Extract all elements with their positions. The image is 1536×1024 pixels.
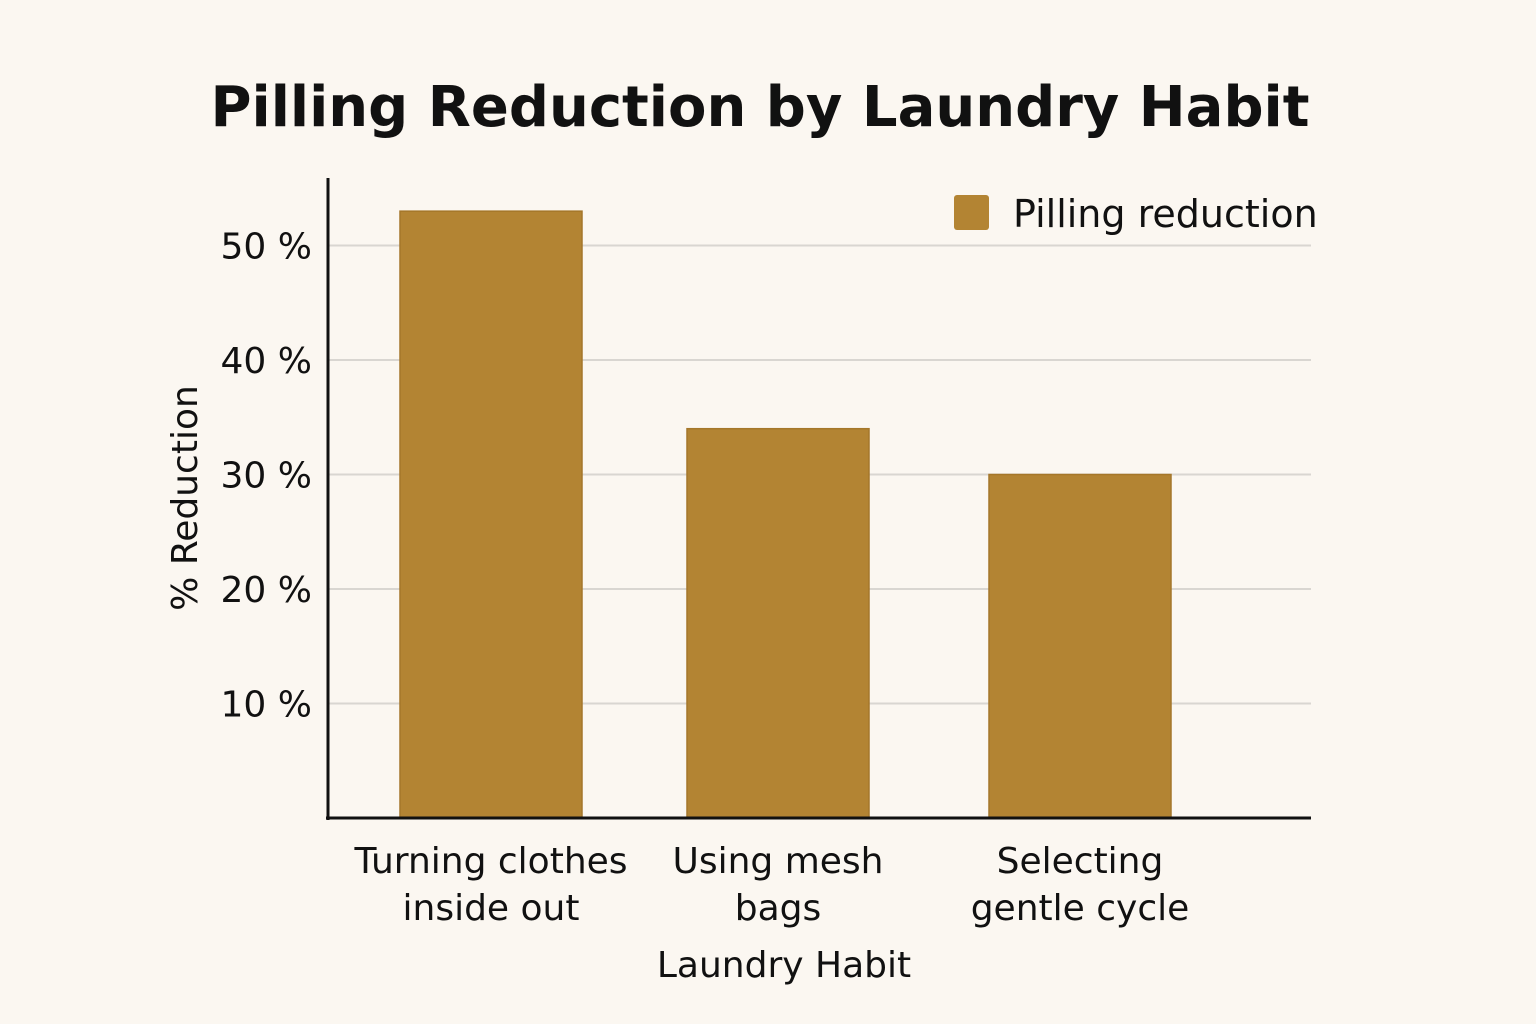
y-tick-label: 30 % <box>221 456 312 497</box>
y-tick-label: 50 % <box>221 227 312 268</box>
legend: Pilling reduction <box>954 192 1318 236</box>
x-category-label: Turning clothes <box>353 841 627 882</box>
legend-label: Pilling reduction <box>1013 192 1318 236</box>
chart-title: Pilling Reduction by Laundry Habit <box>210 75 1309 140</box>
x-axis-categories: Turning clothes inside out Using mesh bags S… <box>353 841 1189 929</box>
legend-swatch <box>954 195 989 230</box>
y-tick-label: 10 % <box>221 685 312 726</box>
bars-group <box>399 210 1172 819</box>
y-tick-label: 40 % <box>221 341 312 382</box>
y-axis-label: % Reduction <box>165 385 206 611</box>
x-category-label: inside out <box>403 888 580 929</box>
y-tick-label: 20 % <box>221 570 312 611</box>
x-category-label: bags <box>735 888 822 929</box>
bar <box>686 427 870 819</box>
x-category-label: Using mesh <box>672 841 883 882</box>
x-category-label: Selecting <box>997 841 1164 882</box>
x-category-label: gentle cycle <box>971 888 1190 929</box>
bar <box>399 210 583 819</box>
y-axis-ticks: 10 % 20 % 30 % 40 % 50 % <box>221 227 312 726</box>
x-axis-label: Laundry Habit <box>657 945 911 986</box>
bar <box>988 473 1172 819</box>
